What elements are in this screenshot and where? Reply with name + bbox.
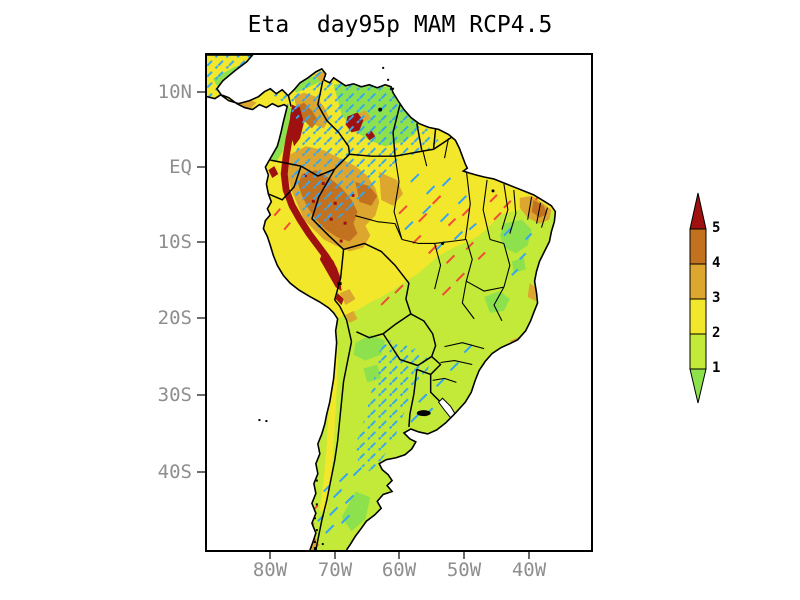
map-canvas — [207, 55, 557, 550]
y-axis-label: 30S — [157, 384, 192, 406]
x-axis-label: 80W — [252, 559, 288, 581]
figure-title: Eta day95p MAM RCP4.5 — [247, 12, 553, 38]
y-axis-label: EQ — [169, 156, 192, 178]
y-axis-label: 10N — [157, 81, 192, 103]
colorbar-label: 5 — [712, 220, 721, 236]
island-dots — [258, 66, 395, 423]
y-axis-tick — [197, 471, 205, 473]
x-axis-tick — [269, 552, 271, 559]
map-frame — [205, 53, 593, 552]
y-axis-tick — [197, 317, 205, 319]
hatch-blue-dashes — [317, 173, 533, 534]
y-axis-tick — [197, 91, 205, 93]
y-axis-label: 20S — [157, 307, 192, 329]
colorbar-seg-4-5 — [689, 228, 707, 265]
state-borders — [355, 138, 548, 383]
colorbar-label: 1 — [712, 360, 721, 376]
colorbar-label: 3 — [712, 290, 721, 306]
colorbar-label: 2 — [712, 325, 721, 341]
x-axis-label: 50W — [446, 559, 482, 581]
y-axis-tick — [197, 241, 205, 243]
y-axis-tick — [197, 394, 205, 396]
x-axis-tick — [398, 552, 400, 559]
colorbar — [689, 192, 707, 404]
country-borders — [268, 80, 452, 550]
x-axis-tick — [463, 552, 465, 559]
colorbar-seg-1-2 — [689, 333, 707, 370]
land-fill-yellow — [207, 55, 556, 550]
x-axis-label: 70W — [317, 559, 353, 581]
colorbar-label: 4 — [712, 255, 721, 271]
x-axis-tick — [528, 552, 530, 559]
colorbar-arrow-top — [689, 192, 707, 230]
y-axis-tick — [197, 166, 205, 168]
x-axis-tick — [334, 552, 336, 559]
y-axis-label: 10S — [157, 231, 192, 253]
colorbar-seg-3-4 — [689, 263, 707, 300]
x-axis-label: 60W — [381, 559, 417, 581]
colorbar-arrow-bottom — [689, 368, 707, 404]
coastline — [207, 55, 557, 550]
colorbar-seg-2-3 — [689, 298, 707, 335]
y-axis-label: 40S — [157, 461, 192, 483]
x-axis-label: 40W — [511, 559, 547, 581]
